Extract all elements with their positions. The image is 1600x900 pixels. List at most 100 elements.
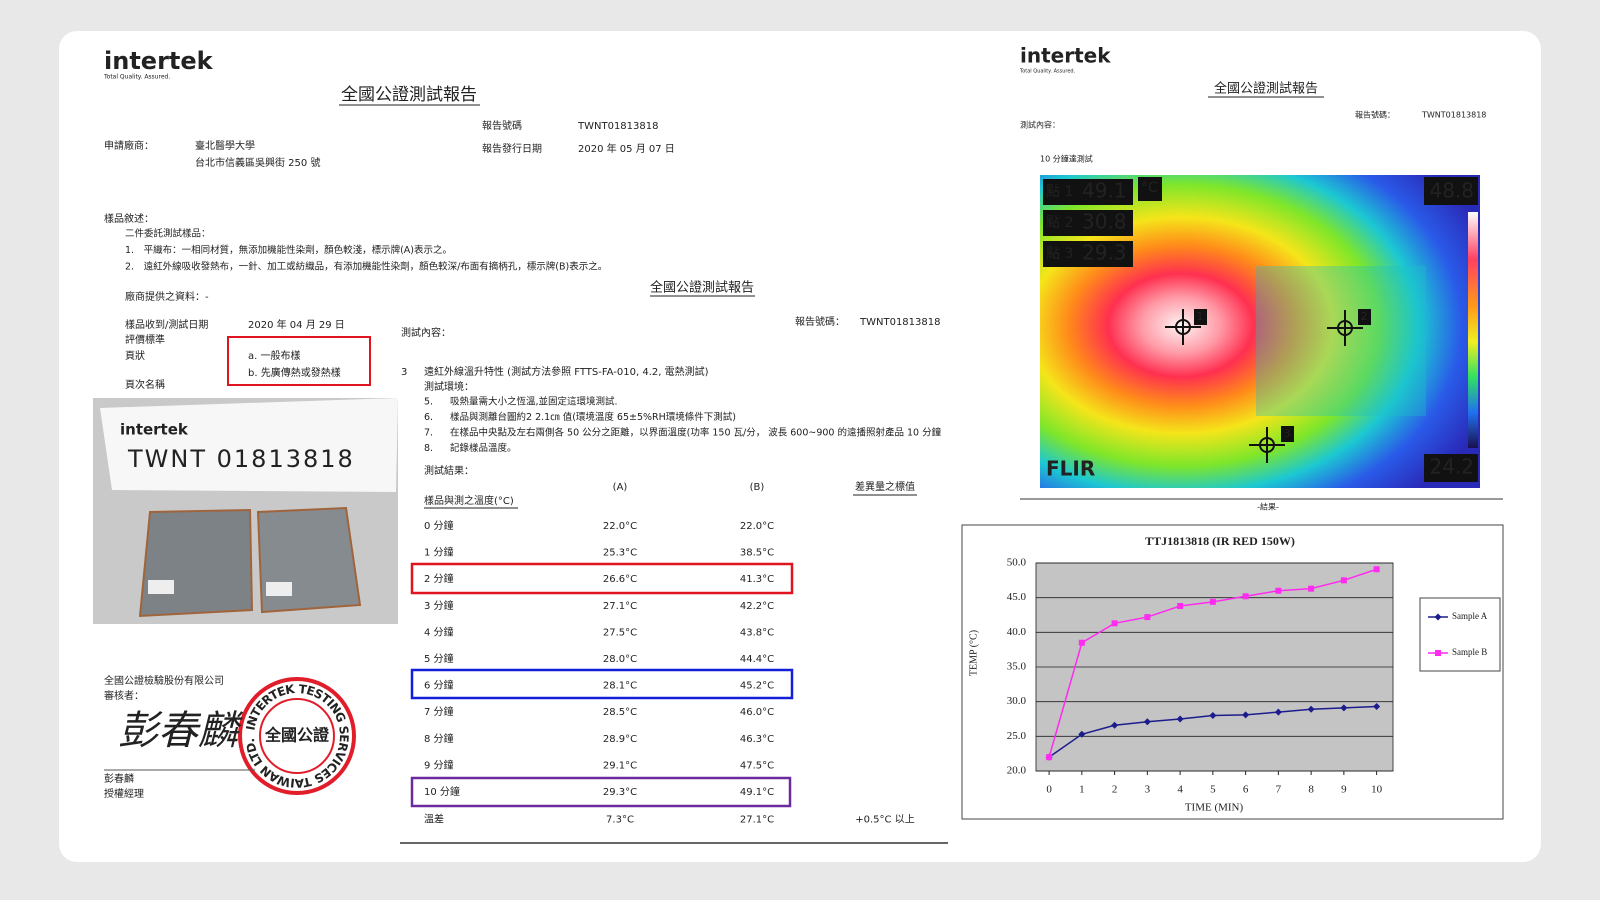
marker — [1242, 593, 1249, 600]
table-header: (B) — [750, 482, 765, 493]
scale-min: 24.2 — [1429, 455, 1474, 479]
marker — [1111, 620, 1118, 627]
x-tick-label: 9 — [1341, 784, 1347, 796]
spot-box — [1043, 179, 1133, 205]
marker — [1209, 598, 1216, 605]
row-highlight — [410, 776, 792, 808]
stamp-center: 全國公證 — [264, 726, 330, 745]
marker — [1111, 721, 1119, 729]
label: 頁狀 — [125, 349, 145, 362]
table-cell: 46.3°C — [740, 734, 774, 745]
max-box — [1424, 177, 1478, 205]
image-caption: 10 分鐘達測試 — [1040, 154, 1093, 164]
marker-label: 3 — [1284, 427, 1291, 440]
label: 評價標準 — [125, 333, 165, 346]
step-text: 吸熱量需大小之恆溫,並固定這環境測試. — [450, 396, 618, 408]
title: 全國公證測試報告 — [650, 280, 754, 296]
step-no: 7. — [424, 428, 433, 439]
table-cell: 28.0°C — [603, 654, 637, 665]
step-text: 樣品與測離台圖約2 2.1㎝ 值(環境溫度 65±5%RH環境條件下測試) — [450, 411, 736, 423]
table-header: 樣品與測之溫度(°C) — [424, 494, 514, 507]
x-tick-label: 6 — [1243, 784, 1249, 796]
label: 測試內容： — [401, 326, 451, 339]
legend-marker — [1435, 650, 1441, 656]
table-cell: 28.1°C — [603, 681, 637, 692]
label: 測試環境： — [424, 380, 474, 393]
table-cell: 22.0°C — [740, 521, 774, 532]
x-tick-label: 0 — [1046, 784, 1052, 796]
result-caption: -結果- — [1257, 502, 1279, 512]
y-tick-label: 35.0 — [1007, 661, 1027, 673]
logo-tagline: Total Quality. Assured. — [103, 74, 170, 81]
value: TWNT01813818 — [859, 317, 940, 328]
table-cell: 46.0°C — [740, 707, 774, 718]
table-header: (A) — [613, 482, 628, 493]
y-tick-label: 50.0 — [1007, 557, 1027, 569]
table-cell: 29.3°C — [603, 787, 637, 798]
table-header: 差異量之標值 — [855, 480, 915, 493]
sample-photo — [93, 398, 398, 624]
label: 報告號碼： — [1355, 110, 1395, 120]
spot-box — [1043, 241, 1133, 267]
step-text: 在樣品中央點及左右兩側各 50 公分之距離，以界面溫度(功率 150 瓦/分， … — [450, 427, 942, 439]
sample-line: 二件委託測試樣品： — [125, 228, 211, 240]
stamp-inner — [259, 698, 335, 774]
x-axis-label: TIME (MIN) — [1185, 802, 1244, 814]
marker — [1144, 614, 1151, 621]
table-cell: 9 分鐘 — [424, 758, 454, 771]
marker — [1242, 711, 1250, 719]
label: 測試結果： — [424, 464, 474, 477]
step-no: 8. — [424, 443, 433, 454]
x-tick-label: 2 — [1112, 784, 1118, 796]
marker — [1209, 712, 1217, 720]
label: 樣品收到/測試日期 — [125, 318, 208, 331]
label: 測試內容： — [1020, 120, 1060, 130]
brand: FLIR — [1046, 457, 1095, 481]
signature: 彭春麟 — [118, 708, 244, 754]
label: 樣品敘述： — [104, 212, 154, 225]
x-tick-label: 1 — [1079, 784, 1085, 796]
photo-logo: intertek — [120, 421, 189, 439]
label: 頁次名稱 — [125, 378, 165, 391]
marker — [1177, 602, 1184, 609]
table-cell: 28.9°C — [603, 734, 637, 745]
step-no: 5. — [424, 397, 433, 408]
table-cell: 38.5°C — [740, 548, 774, 559]
logo: intertek — [1020, 44, 1111, 68]
table-cell: 44.4°C — [740, 654, 774, 665]
label: 報告號碼 — [482, 119, 522, 132]
marker — [1078, 730, 1086, 738]
table-cell: 7.3°C — [606, 815, 634, 826]
marker — [1275, 587, 1282, 594]
company: 全國公證檢驗股份有限公司 — [104, 674, 224, 687]
table-cell: 25.3°C — [603, 548, 637, 559]
row-highlight — [410, 668, 794, 700]
title: 全國公證測試報告 — [341, 85, 477, 105]
table-cell: 26.6°C — [603, 574, 637, 585]
marker — [1340, 577, 1347, 584]
y-axis-label: TEMP (°C) — [968, 630, 979, 676]
item-no: 3 — [401, 367, 407, 378]
grade-option: b. 先廣傳熱或發熱樣 — [248, 366, 341, 379]
table-cell: 22.0°C — [603, 521, 637, 532]
marker — [1143, 718, 1151, 726]
marker-box — [1281, 426, 1294, 442]
logo: intertek — [104, 47, 214, 75]
table-cell: 溫差 — [424, 813, 444, 826]
table-cell: 2 分鐘 — [424, 572, 454, 585]
min-box — [1424, 454, 1478, 482]
grade-highlight — [227, 336, 371, 386]
table-cell: +0.5°C 以上 — [855, 814, 914, 826]
y-tick-label: 25.0 — [1007, 730, 1027, 742]
value: 2020 年 04 月 29 日 — [248, 318, 345, 331]
table-cell: 45.2°C — [740, 681, 774, 692]
step-no: 6. — [424, 412, 433, 423]
y-tick-label: 20.0 — [1007, 765, 1027, 777]
grade-option: a. 一般布樣 — [248, 349, 301, 362]
table-cell: 1 分鐘 — [424, 546, 454, 559]
signer-title: 授權經理 — [104, 787, 144, 800]
table-cell: 41.3°C — [740, 574, 774, 585]
label: 申請廠商： — [104, 139, 154, 152]
spot-label: 點 2 — [1046, 215, 1073, 231]
y-tick-label: 30.0 — [1007, 695, 1027, 707]
